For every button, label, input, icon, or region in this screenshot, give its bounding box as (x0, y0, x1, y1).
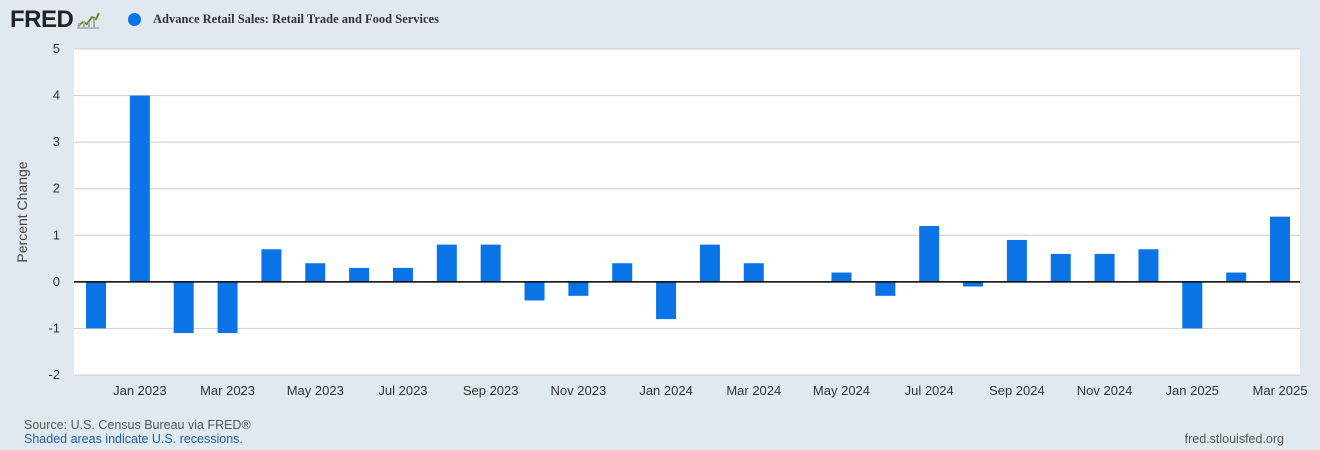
bar[interactable] (524, 281, 545, 301)
fred-logo-text: FRED (10, 6, 74, 33)
x-tick-label: May 2024 (813, 383, 870, 398)
bar[interactable] (963, 281, 984, 287)
bar[interactable] (173, 281, 194, 334)
y-tick-label: 0 (53, 274, 60, 289)
recession-note-link[interactable]: Shaded areas indicate U.S. recessions. (24, 432, 243, 446)
bar[interactable] (349, 267, 370, 282)
fred-chart-icon (75, 10, 102, 30)
bar[interactable] (305, 263, 326, 282)
bar[interactable] (875, 281, 896, 296)
x-tick-label: Jan 2023 (113, 383, 167, 398)
bar[interactable] (261, 249, 282, 282)
bar[interactable] (436, 244, 457, 282)
bar[interactable] (919, 225, 940, 282)
x-tick-label: Sep 2024 (989, 383, 1045, 398)
bar[interactable] (1226, 272, 1247, 282)
x-tick-label: Jan 2024 (639, 383, 693, 398)
x-tick-label: May 2023 (287, 383, 344, 398)
x-tick-label: Mar 2024 (726, 383, 781, 398)
y-tick-label: 1 (53, 227, 60, 242)
bar[interactable] (743, 263, 764, 282)
bars (86, 95, 1290, 334)
y-tick-label: -1 (48, 320, 60, 335)
source-prefix: Source: (24, 418, 71, 432)
y-tick-label: 2 (53, 181, 60, 196)
y-tick-label: 4 (53, 88, 60, 103)
x-tick-label: Nov 2024 (1077, 383, 1133, 398)
x-tick-label: Jul 2024 (905, 383, 954, 398)
bar[interactable] (392, 267, 413, 282)
bar[interactable] (1270, 216, 1290, 282)
bar[interactable] (217, 281, 238, 334)
y-tick-label: -2 (48, 367, 60, 382)
fred-logo[interactable]: FRED (10, 6, 102, 34)
bar[interactable] (1138, 249, 1159, 282)
x-tick-label: Mar 2023 (200, 383, 255, 398)
legend-series-label: Advance Retail Sales: Retail Trade and F… (153, 12, 439, 26)
x-tick-label: Jul 2023 (378, 383, 427, 398)
bar[interactable] (1094, 253, 1115, 282)
bar[interactable] (831, 272, 852, 282)
x-axis-ticks: Jan 2023 Mar 2023 May 2023 Jul 2023 Sep 2023… (113, 383, 1307, 398)
bar[interactable] (480, 244, 501, 282)
bar[interactable] (86, 281, 106, 329)
bar[interactable] (1182, 281, 1203, 329)
source-note: Source: U.S. Census Bureau via FRED® (24, 418, 251, 432)
y-tick-label: 5 (53, 41, 60, 56)
chart-legend[interactable]: Advance Retail Sales: Retail Trade and F… (128, 12, 439, 27)
x-tick-label: Jan 2025 (1166, 383, 1220, 398)
bar[interactable] (1050, 253, 1071, 282)
y-axis-label: Percent Change (14, 161, 30, 262)
bar[interactable] (612, 263, 633, 282)
y-tick-label: 3 (53, 134, 60, 149)
bar[interactable] (1006, 239, 1027, 282)
x-tick-label: Nov 2023 (551, 383, 607, 398)
bar-chart: 5 4 3 2 1 0 -1 -2 Jan 2023 Mar 2023 May 2023 Jul 2… (14, 41, 1307, 398)
gridlines (74, 48, 1300, 376)
x-tick-label: Sep 2023 (463, 383, 519, 398)
x-tick-label: Mar 2025 (1253, 383, 1308, 398)
bar[interactable] (129, 95, 150, 282)
y-axis-ticks: 5 4 3 2 1 0 -1 -2 (48, 41, 60, 382)
bar[interactable] (568, 281, 589, 296)
bar[interactable] (699, 244, 720, 282)
chart-header: FRED Advance Retail Sales: Retail Trade … (0, 0, 1320, 40)
plot-area (74, 49, 1300, 375)
bar[interactable] (656, 281, 677, 320)
fred-url[interactable]: fred.stlouisfed.org (1184, 432, 1284, 446)
legend-series-marker (128, 13, 141, 26)
source-text: U.S. Census Bureau via FRED® (70, 418, 251, 432)
